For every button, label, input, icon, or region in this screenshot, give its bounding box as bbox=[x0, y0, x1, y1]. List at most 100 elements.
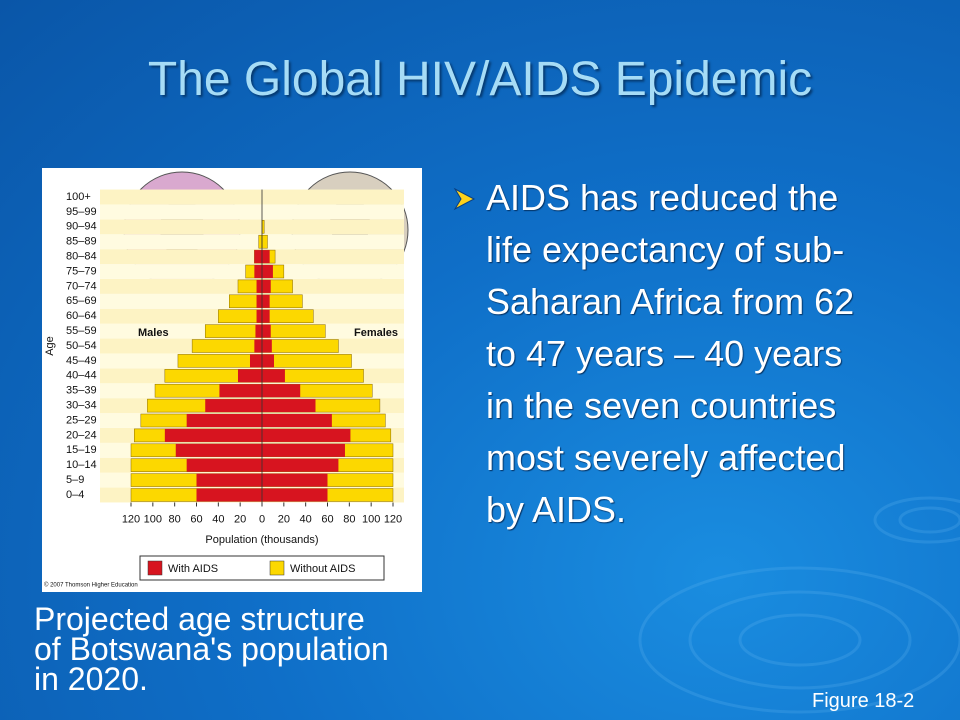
slide-title: The Global HIV/AIDS Epidemic bbox=[147, 53, 813, 106]
y-tick-label: 15–19 bbox=[66, 444, 97, 456]
text-line: by AIDS. bbox=[486, 489, 627, 530]
bar bbox=[186, 458, 262, 472]
y-tick-label: 0–4 bbox=[66, 489, 84, 501]
y-tick-label: 45–49 bbox=[66, 355, 97, 367]
bar bbox=[258, 234, 263, 249]
y-tick-label: 95–99 bbox=[66, 206, 97, 218]
text-line: Projected age structure bbox=[34, 601, 365, 637]
y-tick-label: 60–64 bbox=[66, 310, 97, 322]
bar bbox=[262, 309, 270, 323]
bar bbox=[262, 369, 285, 383]
bar bbox=[262, 414, 332, 427]
bar bbox=[262, 250, 270, 264]
x-tick-label: 80 bbox=[169, 513, 181, 525]
bar bbox=[262, 399, 316, 413]
y-tick-label: 10–14 bbox=[66, 459, 97, 471]
bullet-text: AIDS has reduced the life expectancy of s… bbox=[486, 172, 854, 536]
x-tick-label: 0 bbox=[259, 513, 265, 525]
x-tick-label: 80 bbox=[343, 513, 355, 525]
bar bbox=[254, 339, 262, 353]
bar bbox=[186, 414, 262, 427]
legend-swatch bbox=[269, 560, 285, 576]
legend-label: Without AIDS bbox=[290, 563, 355, 575]
row-stripe bbox=[100, 219, 404, 235]
bar bbox=[261, 354, 352, 368]
bar bbox=[262, 443, 345, 457]
x-tick-label: 40 bbox=[212, 513, 224, 525]
y-tick-label: 90–94 bbox=[66, 221, 97, 233]
legend-label: With AIDS bbox=[168, 563, 218, 575]
bar bbox=[196, 473, 262, 487]
bar bbox=[219, 384, 262, 398]
x-axis-label: Population (thousands) bbox=[205, 534, 318, 546]
x-tick-label: 60 bbox=[190, 513, 202, 525]
bar bbox=[256, 309, 262, 323]
bar bbox=[261, 339, 339, 353]
bar bbox=[261, 234, 268, 249]
x-tick-label: 120 bbox=[122, 513, 140, 525]
x-tick-label: 100 bbox=[144, 513, 162, 525]
bar bbox=[196, 488, 262, 502]
x-tick-label: 40 bbox=[300, 513, 312, 525]
y-tick-label: 5–9 bbox=[66, 474, 84, 486]
bar bbox=[254, 265, 262, 278]
bar bbox=[262, 279, 271, 293]
bar bbox=[262, 428, 351, 442]
x-tick-label: 60 bbox=[321, 513, 333, 525]
bar bbox=[261, 324, 326, 338]
text-line: life expectancy of sub- bbox=[486, 229, 845, 270]
bar bbox=[262, 384, 301, 398]
bar bbox=[262, 473, 328, 487]
y-tick-label: 40–44 bbox=[66, 370, 97, 382]
text-line: most severely affected bbox=[486, 437, 846, 478]
bar bbox=[249, 354, 262, 368]
left-label: Males bbox=[138, 327, 169, 339]
legend-box bbox=[139, 555, 385, 581]
y-tick-label: 50–54 bbox=[66, 340, 97, 352]
y-tick-label: 65–69 bbox=[66, 295, 97, 307]
bar bbox=[262, 294, 270, 308]
y-tick-label: 80–84 bbox=[66, 251, 97, 263]
row-stripe bbox=[100, 204, 404, 220]
y-tick-label: 100+ bbox=[66, 191, 91, 203]
bar bbox=[262, 354, 275, 368]
bar bbox=[262, 339, 272, 353]
y-tick-label: 85–89 bbox=[66, 236, 97, 248]
row-stripe bbox=[100, 189, 404, 205]
text-line: AIDS has reduced the bbox=[486, 177, 839, 218]
bar bbox=[262, 458, 339, 472]
x-tick-label: 100 bbox=[362, 513, 380, 525]
y-tick-label: 75–79 bbox=[66, 265, 97, 277]
credit: © 2007 Thomson Higher Education bbox=[44, 582, 138, 589]
text-line: in 2020. bbox=[34, 661, 148, 697]
x-tick-label: 20 bbox=[234, 513, 246, 525]
legend-swatch bbox=[147, 560, 163, 576]
bar bbox=[175, 443, 262, 457]
y-axis-label: Age bbox=[44, 336, 56, 356]
row-stripe bbox=[100, 234, 404, 250]
x-tick-label: 120 bbox=[384, 513, 402, 525]
bar bbox=[262, 488, 328, 502]
bar bbox=[254, 250, 262, 264]
bar bbox=[262, 324, 271, 338]
text-line: in the seven countries bbox=[486, 385, 837, 426]
bar bbox=[204, 324, 263, 338]
bullet-arrow bbox=[453, 187, 476, 211]
bar bbox=[237, 369, 262, 383]
bar bbox=[177, 354, 263, 368]
text-line: to 47 years – 40 years bbox=[486, 333, 843, 374]
bar bbox=[255, 324, 262, 338]
bar bbox=[218, 309, 263, 323]
y-tick-label: 20–24 bbox=[66, 429, 97, 441]
y-tick-label: 30–34 bbox=[66, 400, 97, 412]
bar bbox=[191, 339, 263, 353]
row-stripe bbox=[100, 249, 404, 265]
right-label: Females bbox=[354, 327, 398, 339]
x-tick-label: 20 bbox=[278, 513, 290, 525]
bar bbox=[256, 294, 262, 308]
y-tick-label: 35–39 bbox=[66, 385, 97, 397]
caption: Projected age structure of Botswana's pop… bbox=[34, 601, 389, 697]
figure-label: Figure 18-2 bbox=[812, 690, 915, 712]
bar bbox=[164, 428, 262, 442]
